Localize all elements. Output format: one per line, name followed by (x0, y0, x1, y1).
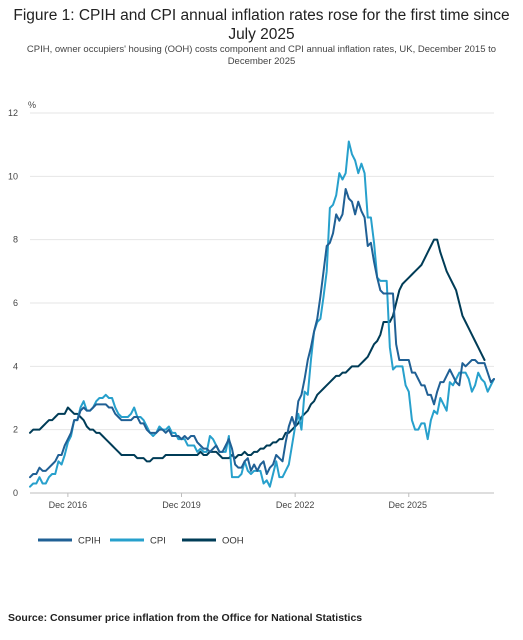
series-line-ooh (29, 238, 486, 463)
x-tick-label: Dec 2016 (49, 500, 88, 510)
legend-label: CPIH (78, 536, 101, 547)
chart-subtitle: CPIH, owner occupiers' housing (OOH) cos… (26, 44, 497, 67)
legend-label: CPI (150, 536, 166, 547)
y-tick-label: 12 (8, 108, 18, 118)
y-tick-label: 8 (13, 235, 18, 245)
y-tick-label: 6 (13, 298, 18, 308)
series-line-cpi (29, 140, 495, 488)
x-axis: Dec 2016 Dec 2019 Dec 2022 Dec 2025 (49, 493, 427, 510)
series-line-cpih (29, 188, 495, 479)
x-tick-label: Dec 2025 (389, 500, 428, 510)
legend-label: OOH (222, 536, 244, 547)
legend-item-cpi: CPI (110, 536, 166, 547)
legend-item-cpih: CPIH (38, 536, 101, 547)
y-tick-label: 2 (13, 425, 18, 435)
legend: CPIH CPI OOH (38, 536, 244, 547)
legend-item-ooh: OOH (182, 536, 244, 547)
y-tick-label: 4 (13, 361, 18, 371)
x-tick-label: Dec 2019 (162, 500, 201, 510)
y-tick-label: 0 (13, 488, 18, 498)
chart-title: Figure 1: CPIH and CPI annual inflation … (13, 7, 510, 43)
series-lines (29, 140, 495, 488)
x-tick-label: Dec 2022 (276, 500, 315, 510)
y-tick-label: 10 (8, 171, 18, 181)
source-note: Source: Consumer price inflation from th… (8, 612, 363, 624)
y-axis-label: % (28, 100, 36, 110)
gridlines (30, 112, 494, 494)
y-axis: 0 2 4 6 8 10 12 (8, 108, 18, 498)
